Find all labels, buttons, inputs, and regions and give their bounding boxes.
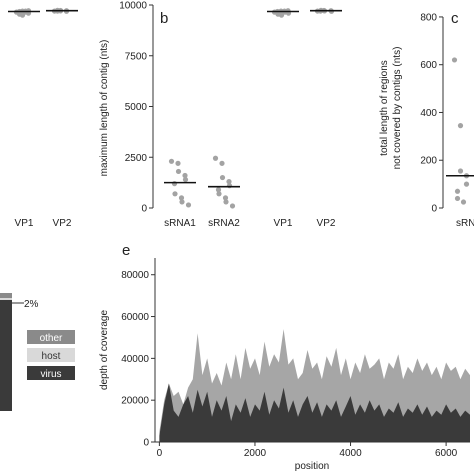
panel-b-point [175,168,182,175]
panel-b-point [182,176,189,183]
panel-e-y-axis-label: depth of coverage [99,310,110,390]
panel-b-category-label: VP1 [274,218,293,229]
panel-b-letter: b [160,10,168,27]
panel-c-y-tick-label: 400 [420,108,437,119]
panel-c-y-axis-label-line2: not covered by contigs (nts) [392,47,403,170]
panel-e-area-series-2 [159,383,470,442]
panel-b-point [222,195,229,201]
panel-e-x-tick-label: 0 [157,448,163,459]
panel-c-point [457,168,464,174]
panel-b-point [229,203,236,209]
panel-c-y-tick-label: 800 [420,12,437,23]
panel-e: 0 20000 40000 60000 80000 0 2000 4000 6000 depth … [99,242,470,472]
panel-b: 0 2500 5000 7500 10000 maximum length of cont… [99,1,342,229]
panel-c-y-axis-label-line1: total length of regions [379,60,390,156]
panel-e-letter: e [122,242,130,259]
panel-e-y-tick-label: 60000 [121,312,149,323]
panel-d-bar-virus [0,300,12,411]
panel-c-point [463,181,470,187]
panel-c-point [454,195,461,202]
panel-b-y-axis-label: maximum length of contig (nts) [99,40,110,177]
panel-e-y-tick-label: 0 [143,438,149,449]
panel-b-point [215,187,222,193]
panel-a-point [16,11,23,17]
panel-d-legend-swatch-host [27,348,75,362]
panel-b-point [172,191,178,197]
panel-c: 0 200 400 600 800 total length of regions not … [379,10,474,229]
panel-d-legend-swatch-virus [27,366,75,380]
panel-e-x-tick-label: 6000 [435,448,458,459]
panel-b-point [185,202,192,208]
panel-e-y-tick-label: 20000 [121,396,149,407]
panel-b-point [275,11,281,17]
panel-b-point [182,172,188,179]
panel-d-legend-label-other: other [40,333,63,344]
panel-c-y-tick-label: 200 [420,156,437,167]
panel-e-y-tick-label: 80000 [121,270,149,281]
panel-b-point [175,160,181,166]
panel-c-point [460,199,467,205]
panel-c-point [457,123,464,129]
panel-c-category-label: sRN [456,218,474,229]
panel-d-percent-label: 2% [24,299,39,310]
panel-b-category-label: sRNA1 [164,218,196,229]
panel-b-point [219,174,226,181]
panel-b-y-tick-label: 10000 [119,1,147,12]
panel-b-point [226,183,233,189]
panel-b-point [212,155,219,161]
panel-c-y-tick-label: 0 [431,204,437,215]
panel-d-bar-other [0,293,12,298]
panel-c-letter: c [451,10,459,27]
panel-c-y-tick-label: 600 [420,60,437,71]
panel-b-point [168,158,175,164]
panel-b-y-tick-label: 5000 [125,102,148,113]
panel-a-category-label: VP2 [53,218,72,229]
panel-c-point [454,188,461,194]
panel-e-x-axis-label: position [295,461,329,472]
panel-b-point [223,199,229,205]
panel-b-category-label: sRNA2 [208,218,240,229]
panel-b-point [171,181,178,187]
panel-b-y-tick-label: 7500 [125,51,148,62]
panel-e-x-tick-label: 4000 [339,448,362,459]
panel-e-y-tick-label: 40000 [121,354,149,365]
panel-d-legend-swatch-other [27,330,75,344]
panel-d: 2% other host virus [0,293,75,411]
panel-b-point [226,179,232,185]
panel-d-bar-host [0,298,12,300]
panel-c-point [451,57,458,63]
panel-d-legend-label-virus: virus [40,369,61,380]
panel-a-category-label: VP1 [15,218,34,229]
panel-e-x-tick-label: 2000 [244,448,267,459]
panel-d-legend-label-host: host [42,351,61,362]
panel-a: VP1 VP2 [8,7,78,229]
panel-b-y-tick-label: 0 [141,204,147,215]
panel-b-point [219,160,225,166]
panel-b-category-label: VP2 [317,218,336,229]
panel-b-y-tick-label: 2500 [125,153,148,164]
panel-b-point [179,199,185,205]
panel-b-point [216,191,222,197]
panel-b-point [178,195,185,201]
